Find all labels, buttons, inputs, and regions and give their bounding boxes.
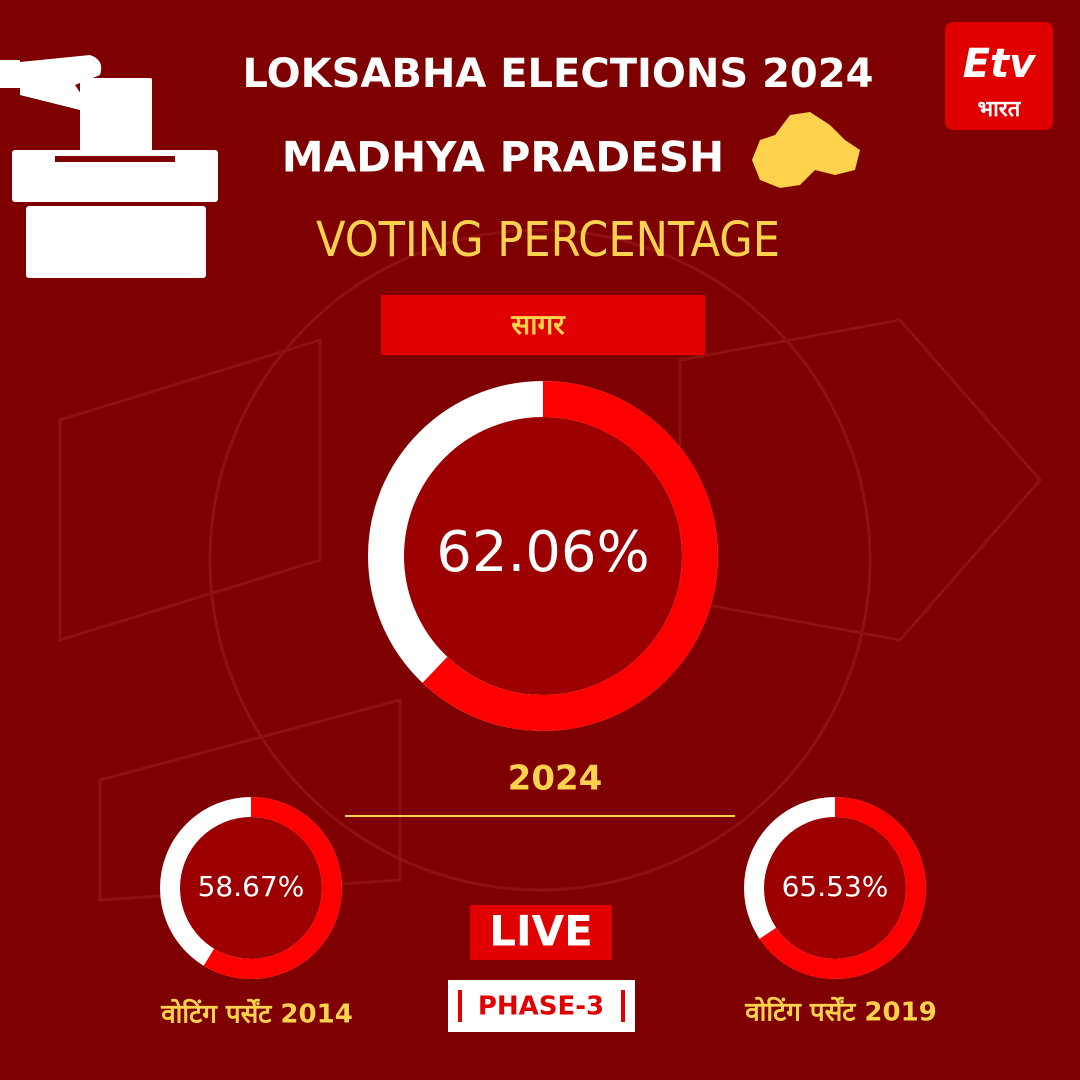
donut-hole bbox=[386, 399, 700, 713]
donut-arc bbox=[744, 797, 926, 979]
state-map bbox=[752, 112, 860, 188]
ballot-icon bbox=[0, 55, 218, 278]
donut-arc bbox=[160, 797, 342, 979]
logo-box bbox=[945, 22, 1053, 130]
chart-title: वोटिंग पर्सेंट 2014 bbox=[160, 999, 353, 1030]
donut-arc bbox=[368, 381, 718, 731]
value-label: 62.06% bbox=[436, 520, 650, 585]
logo-text: भारत bbox=[978, 97, 1022, 122]
subtitle: MADHYA PRADESH bbox=[282, 133, 724, 182]
phase-label: PHASE-3 bbox=[478, 992, 604, 1022]
background-pattern bbox=[58, 228, 1042, 902]
title: LOKSABHA ELECTIONS 2024 bbox=[243, 51, 874, 97]
constituency: सागर bbox=[510, 308, 566, 341]
donut-hole bbox=[754, 807, 916, 969]
constituency-box bbox=[381, 295, 705, 355]
chart-title: वोटिंग पर्सेंट 2019 bbox=[744, 997, 937, 1028]
phase-bar bbox=[458, 990, 462, 1022]
charts: 62.06% 2024 58.67% वोटिंग पर्सेंट 2014 65.53… bbox=[160, 381, 937, 1030]
value-label: 65.53% bbox=[782, 870, 889, 903]
phase-bar bbox=[621, 990, 625, 1022]
live-label: LIVE bbox=[489, 907, 593, 956]
chart-title: 2024 bbox=[508, 759, 603, 799]
phase-box bbox=[448, 980, 635, 1032]
value-label: 58.67% bbox=[198, 870, 305, 903]
heading: VOTING PERCENTAGE bbox=[316, 212, 780, 268]
donut-hole bbox=[170, 807, 332, 969]
live-box bbox=[470, 905, 612, 960]
logo-mark: Etv bbox=[963, 41, 1037, 87]
